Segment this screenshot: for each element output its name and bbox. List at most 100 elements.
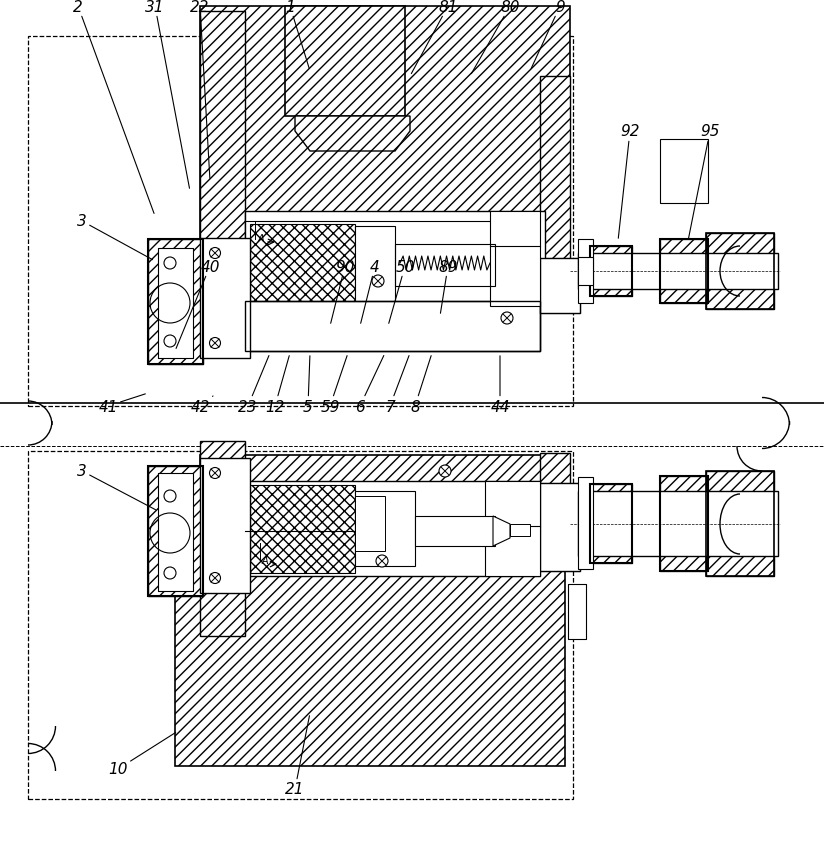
Bar [578, 257, 593, 286]
Circle shape [439, 466, 451, 478]
Bar [510, 524, 530, 536]
Text: 50: 50 [389, 259, 414, 324]
Text: 44: 44 [490, 356, 510, 414]
Bar [660, 239, 708, 304]
Text: 31: 31 [145, 0, 190, 189]
Bar [28, 451, 573, 799]
Bar [590, 485, 632, 563]
Bar [245, 301, 540, 351]
Text: 1: 1 [285, 0, 309, 69]
Text: 5: 5 [303, 356, 313, 414]
Text: 81: 81 [411, 0, 458, 74]
Circle shape [209, 468, 221, 479]
Bar [148, 239, 203, 364]
Bar [660, 476, 708, 572]
Text: 12: 12 [265, 356, 289, 414]
Text: 89: 89 [438, 259, 458, 314]
Bar [158, 474, 193, 592]
Bar [660, 239, 708, 304]
Text: 22: 22 [190, 0, 210, 179]
Bar [578, 254, 778, 289]
Text: 80: 80 [471, 0, 520, 75]
Text: 92: 92 [618, 124, 639, 239]
Bar [158, 474, 193, 592]
Bar [578, 478, 593, 569]
Bar [148, 239, 203, 364]
Text: 21: 21 [285, 715, 310, 796]
Bar [158, 249, 193, 358]
Bar [245, 212, 545, 307]
Bar [245, 301, 540, 351]
Text: 42: 42 [190, 397, 213, 414]
Bar [540, 77, 570, 307]
Circle shape [164, 257, 176, 269]
Bar [415, 517, 495, 547]
Circle shape [501, 313, 513, 325]
Bar [355, 226, 373, 305]
Bar [200, 442, 245, 636]
Text: 10: 10 [108, 733, 176, 777]
Bar [660, 139, 708, 204]
Bar [200, 458, 250, 593]
Bar [578, 239, 593, 304]
Text: 9: 9 [531, 0, 565, 70]
Text: 41: 41 [98, 394, 145, 414]
Bar [590, 247, 632, 297]
Bar [540, 258, 580, 313]
Circle shape [372, 276, 384, 288]
Text: 95: 95 [689, 124, 719, 239]
Circle shape [376, 555, 388, 567]
Text: 4: 4 [361, 259, 380, 324]
Bar [568, 585, 586, 639]
Bar [540, 454, 570, 551]
Bar [200, 238, 250, 358]
Circle shape [164, 567, 176, 579]
Bar [245, 301, 540, 351]
Circle shape [209, 338, 221, 349]
Bar [540, 483, 580, 572]
Bar [568, 585, 586, 639]
Circle shape [164, 491, 176, 503]
Bar [245, 481, 540, 576]
Text: 6: 6 [355, 356, 384, 414]
Bar [706, 472, 774, 576]
Bar [355, 492, 415, 567]
Bar [250, 225, 355, 305]
Bar [148, 467, 203, 597]
Bar [28, 37, 573, 406]
Bar [590, 247, 632, 297]
Bar [706, 233, 774, 310]
Bar [578, 492, 778, 556]
Bar [200, 7, 570, 282]
Bar [706, 233, 774, 310]
Polygon shape [295, 117, 410, 152]
Text: 59: 59 [321, 356, 347, 414]
Bar [355, 497, 385, 551]
Text: 3: 3 [77, 214, 152, 260]
Bar [660, 476, 708, 572]
Polygon shape [493, 517, 510, 547]
Bar [250, 486, 355, 573]
Bar [540, 258, 580, 313]
Bar [285, 7, 405, 117]
Circle shape [209, 573, 221, 584]
Bar [706, 472, 774, 576]
Bar [490, 212, 540, 307]
Text: 40: 40 [176, 259, 220, 349]
Text: 90: 90 [330, 259, 355, 324]
Bar [175, 542, 565, 766]
Bar [590, 485, 632, 563]
Text: 3: 3 [77, 464, 156, 510]
Bar [355, 226, 395, 305]
Bar [148, 467, 203, 597]
Circle shape [164, 336, 176, 348]
Bar [485, 481, 540, 576]
Bar [158, 249, 193, 358]
Text: 8: 8 [410, 356, 431, 414]
Bar [200, 12, 245, 351]
Text: 23: 23 [238, 356, 269, 414]
Text: A: A [262, 555, 269, 566]
Text: 2: 2 [73, 0, 154, 214]
Bar [395, 245, 495, 287]
Text: 7: 7 [385, 356, 409, 414]
